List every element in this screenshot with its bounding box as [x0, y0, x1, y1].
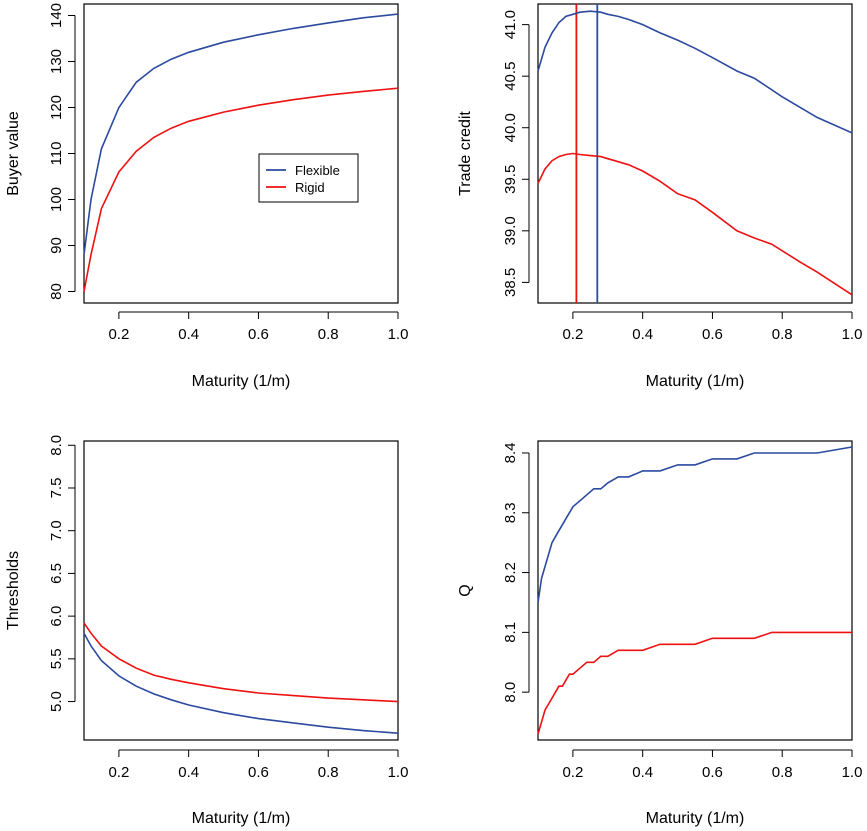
y-tick-label: 6.0	[48, 606, 65, 627]
y-tick-label: 39.0	[502, 216, 519, 245]
series-line-flexible	[537, 446, 853, 603]
x-tick-label: 0.6	[702, 326, 723, 343]
y-tick-label: 110	[48, 142, 65, 166]
y-tick-label: 120	[48, 95, 65, 120]
y-tick-label: 38.5	[502, 268, 519, 297]
x-tick-label: 0.6	[248, 764, 269, 781]
x-tick-label: 0.2	[108, 326, 129, 343]
y-tick-label: 8.4	[502, 443, 519, 464]
y-tick-label: 100	[48, 187, 65, 212]
legend-label-flexible: Flexible	[295, 163, 340, 178]
y-tick-label: 8.0	[48, 435, 65, 456]
x-tick-label: 1.0	[388, 764, 409, 781]
series-line-rigid	[537, 631, 852, 735]
plot-frame	[83, 3, 399, 304]
y-tick-label: 40.5	[502, 62, 519, 91]
y-tick-label: 8.1	[502, 622, 519, 643]
legend-box	[258, 153, 359, 203]
y-tick-label: 41.0	[502, 10, 519, 39]
x-axis-label: Maturity (1/m)	[646, 810, 745, 827]
y-axis-label: Trade credit	[457, 111, 474, 196]
series-line-rigid	[83, 87, 399, 292]
y-tick-label: 39.5	[502, 165, 519, 194]
plot-frame	[537, 440, 853, 741]
x-axis-label: Maturity (1/m)	[192, 810, 291, 827]
y-tick-label: 90	[48, 237, 65, 254]
series-line-rigid	[83, 622, 399, 703]
y-tick-label: 8.2	[502, 562, 519, 583]
x-tick-label: 0.2	[108, 764, 129, 781]
y-tick-label: 8.0	[502, 682, 519, 703]
plot-frame	[537, 3, 853, 304]
y-axis-label: Buyer value	[5, 111, 22, 196]
y-axis-label: Thresholds	[5, 551, 22, 630]
y-axis-label: Q	[457, 584, 474, 596]
x-tick-label: 0.8	[772, 764, 793, 781]
x-tick-label: 0.4	[632, 764, 653, 781]
x-tick-label: 0.2	[562, 326, 583, 343]
x-tick-label: 0.2	[562, 764, 583, 781]
x-tick-label: 1.0	[842, 326, 863, 343]
x-tick-label: 0.4	[178, 326, 199, 343]
series-line-flexible	[83, 632, 399, 734]
y-tick-label: 7.0	[48, 520, 65, 541]
y-tick-label: 5.5	[48, 648, 65, 669]
x-tick-label: 0.8	[318, 326, 339, 343]
y-tick-label: 80	[48, 283, 65, 300]
y-tick-label: 6.5	[48, 563, 65, 584]
plot-frame	[83, 440, 399, 741]
x-tick-label: 0.4	[632, 326, 653, 343]
x-tick-label: 0.4	[178, 764, 199, 781]
y-tick-label: 8.3	[502, 502, 519, 523]
series-line-flexible	[537, 10, 853, 134]
series-line-flexible	[83, 13, 399, 255]
y-tick-label: 7.5	[48, 478, 65, 499]
x-axis-label: Maturity (1/m)	[646, 373, 745, 390]
x-tick-label: 1.0	[842, 764, 863, 781]
y-tick-label: 5.0	[48, 691, 65, 712]
x-tick-label: 0.6	[248, 326, 269, 343]
x-tick-label: 0.8	[318, 764, 339, 781]
y-tick-label: 130	[48, 49, 65, 74]
x-tick-label: 1.0	[388, 326, 409, 343]
x-axis-label: Maturity (1/m)	[192, 373, 291, 390]
series-line-rigid	[537, 152, 853, 296]
x-tick-label: 0.8	[772, 326, 793, 343]
legend-label-rigid: Rigid	[295, 180, 325, 195]
y-tick-label: 140	[48, 3, 65, 28]
y-tick-label: 40.0	[502, 113, 519, 142]
x-tick-label: 0.6	[702, 764, 723, 781]
